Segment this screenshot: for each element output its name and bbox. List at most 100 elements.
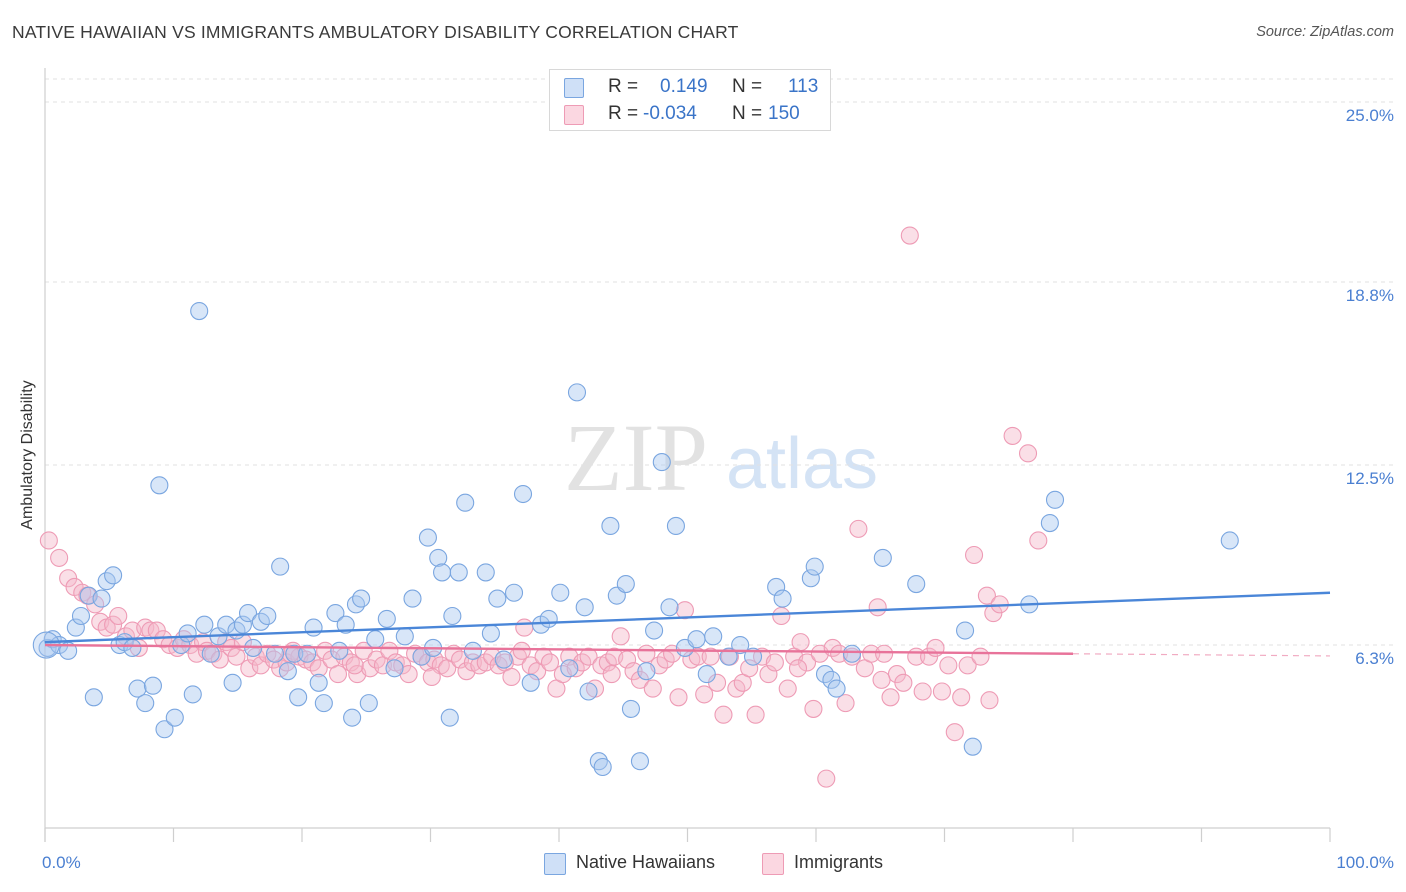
immigrants-point <box>515 618 534 637</box>
native-hawaiians-point <box>92 589 111 608</box>
immigrants-point <box>971 647 990 666</box>
stats-legend: R = 0.149 N = 113 R = -0.034 N = 150 <box>549 69 831 131</box>
immigrants-point <box>872 670 891 689</box>
native-hawaiians-point <box>801 569 820 588</box>
native-hawaiians-point <box>494 650 513 669</box>
native-hawaiians-point <box>652 453 671 472</box>
immigrants-point <box>579 647 598 666</box>
native-hawaiians-point <box>666 516 685 536</box>
legend-swatch-pink <box>564 105 584 125</box>
native-hawaiians-point <box>385 659 404 678</box>
immigrants-point <box>817 769 836 788</box>
native-hawaiians-point <box>440 708 459 727</box>
immigrants-point <box>602 665 621 684</box>
immigrants-point <box>345 656 364 675</box>
native-hawaiians-point <box>1040 514 1059 533</box>
immigrants-point <box>759 665 778 684</box>
native-hawaiians-point <box>488 589 507 608</box>
immigrants-point <box>849 519 868 538</box>
native-hawaiians-point <box>963 737 982 756</box>
native-hawaiians-point <box>71 606 91 626</box>
immigrants-point <box>1018 444 1038 463</box>
native-hawaiians-point <box>593 757 612 777</box>
immigrants-point <box>136 618 155 637</box>
native-hawaiians-point <box>1220 531 1239 550</box>
immigrants-point <box>328 665 348 684</box>
native-hawaiians-point <box>842 644 862 663</box>
immigrants-point <box>836 694 855 713</box>
native-hawaiians-point <box>907 574 926 594</box>
immigrants-point <box>714 705 733 724</box>
legend-r-label: R = <box>608 76 639 97</box>
native-hawaiians-point <box>621 699 641 718</box>
native-hawaiians-point <box>560 659 579 678</box>
immigrants-point <box>894 673 913 692</box>
x-tick-label-max: 100.0% <box>1336 853 1394 872</box>
immigrants-point <box>695 685 714 704</box>
native-hawaiians-point <box>366 630 385 649</box>
native-hawaiians-point <box>183 685 202 704</box>
immigrants-point <box>965 545 984 565</box>
legend-n-value: 113 <box>788 76 819 97</box>
source-label: Source: ZipAtlas.com <box>1256 24 1394 40</box>
immigrants-point <box>1029 531 1048 550</box>
native-hawaiians-point <box>521 673 540 692</box>
native-hawaiians-point <box>575 598 594 617</box>
immigrants-point <box>804 699 823 718</box>
immigrants-point <box>643 679 662 698</box>
immigrants-point <box>240 659 259 678</box>
immigrants-point <box>222 638 241 657</box>
native-hawaiians-point <box>719 647 738 666</box>
watermark-atlas: atlas <box>726 424 878 504</box>
native-hawaiians-point <box>150 476 169 495</box>
native-hawaiians-point <box>504 583 524 602</box>
native-hawaiians-point <box>38 638 57 657</box>
native-hawaiians-point <box>1045 490 1065 509</box>
native-hawaiians-point <box>731 635 750 655</box>
native-hawaiians-point <box>476 563 495 582</box>
native-hawaiians-point <box>271 557 290 576</box>
immigrants-point <box>512 641 531 660</box>
immigrants-point <box>765 653 784 672</box>
legend-swatch-pink <box>762 853 784 875</box>
native-hawaiians-point <box>567 383 587 402</box>
native-hawaiians-point <box>289 688 308 707</box>
native-hawaiians-point <box>429 548 448 567</box>
native-hawaiians-point <box>128 679 147 698</box>
immigrants-point <box>958 656 977 675</box>
native-hawaiians-point <box>395 627 414 646</box>
native-hawaiians-point <box>143 676 162 695</box>
native-hawaiians-point <box>377 609 396 628</box>
native-hawaiians-point <box>265 644 285 663</box>
native-hawaiians-point <box>298 644 317 663</box>
y-tick-label: 12.5% <box>1345 468 1394 488</box>
native-hawaiians-point <box>418 528 437 547</box>
native-hawaiians-point <box>352 589 371 608</box>
legend-n-value: 150 <box>768 103 800 124</box>
native-hawaiians-point <box>645 621 664 640</box>
native-hawaiians-point <box>873 548 892 567</box>
immigrants-point <box>875 644 894 663</box>
native-hawaiians-point <box>258 606 277 626</box>
immigrants-point <box>881 688 900 707</box>
immigrants-point <box>39 531 58 550</box>
immigrants-point <box>945 723 964 742</box>
native-hawaiians-point <box>433 563 452 582</box>
legend-row-native-hawaiians: R = 0.149 N = 113 <box>564 76 824 100</box>
immigrants-point <box>746 705 765 724</box>
native-hawaiians-point <box>123 638 142 657</box>
immigrants-point <box>104 615 123 634</box>
legend-r-label: R = <box>608 103 639 124</box>
native-hawaiians-point <box>579 682 598 701</box>
native-hawaiians-point <box>66 618 85 637</box>
native-hawaiians-point <box>104 566 123 585</box>
immigrants-point <box>109 606 128 626</box>
native-hawaiians-point <box>616 574 635 594</box>
immigrants-point <box>1003 426 1022 445</box>
native-hawaiians-point <box>84 688 103 707</box>
immigrants-point <box>611 627 630 646</box>
native-hawaiians-point <box>743 647 763 666</box>
immigrants-point <box>791 633 810 652</box>
immigrants-point <box>932 682 951 701</box>
